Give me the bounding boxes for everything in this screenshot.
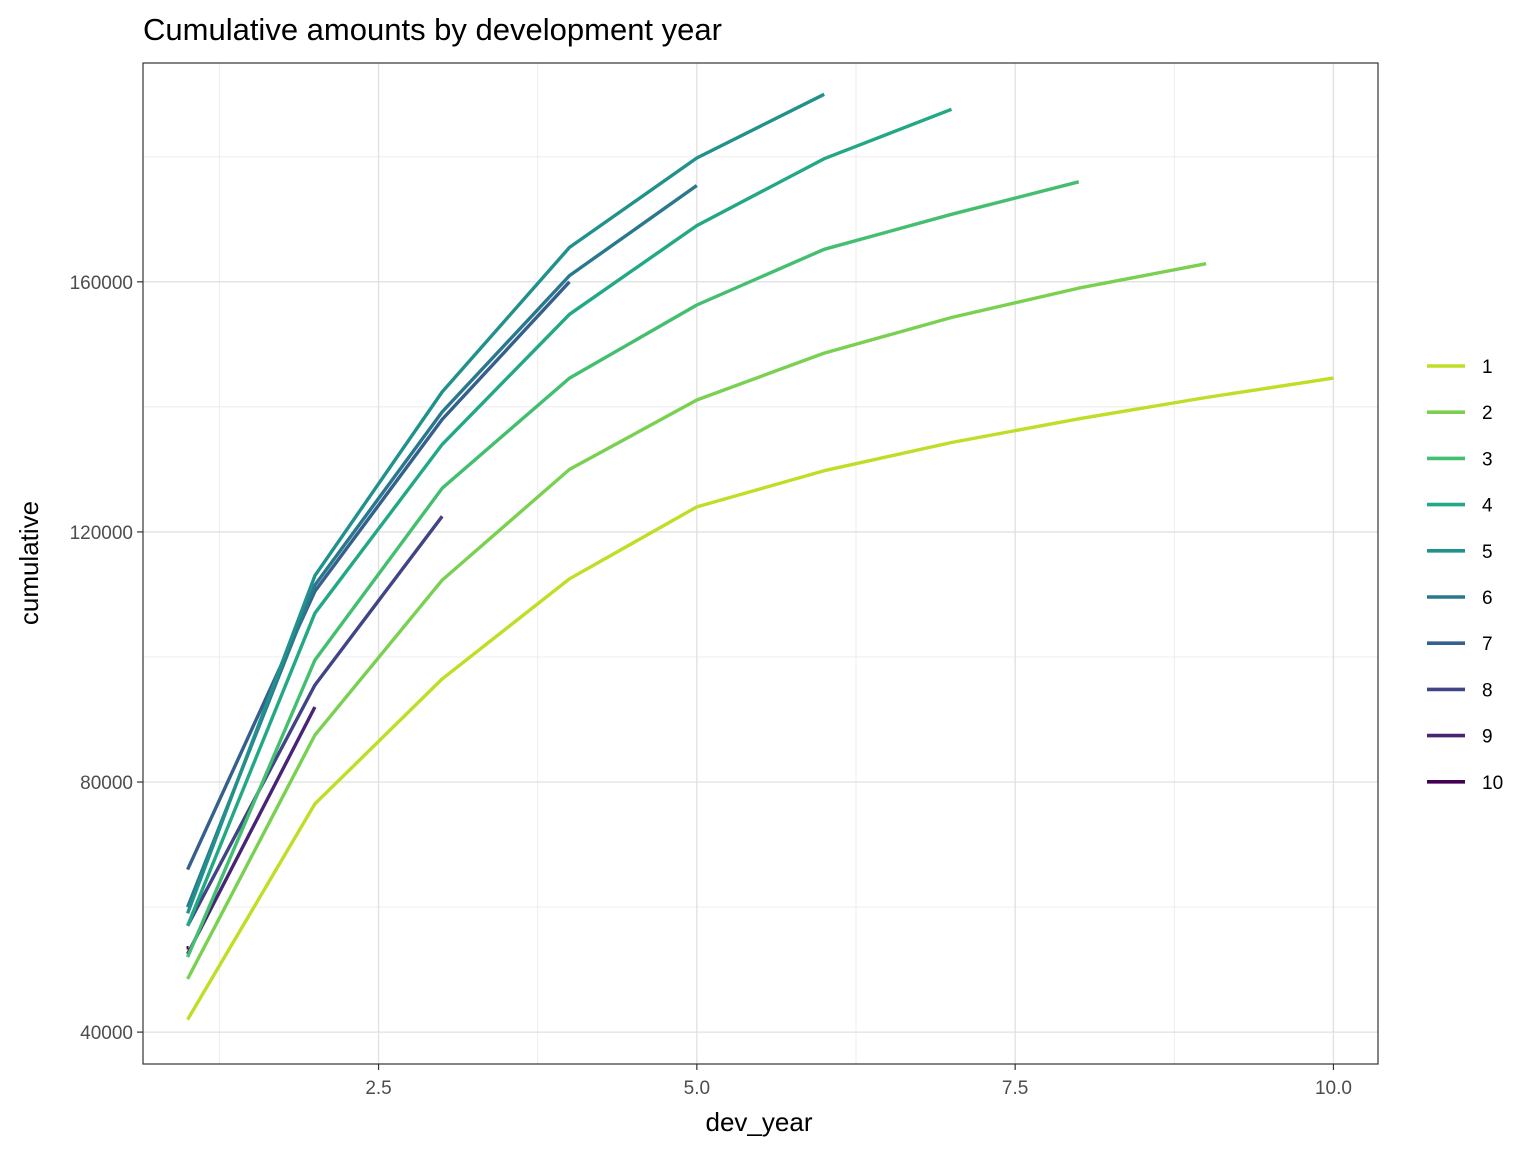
y-axis-title: cumulative: [14, 501, 44, 625]
series-line-8: [186, 515, 444, 927]
x-tick-label: 2.5: [365, 1078, 391, 1099]
legend-label-5: 5: [1482, 542, 1493, 563]
y-tick-label: 160000: [70, 273, 133, 294]
plot-panel: [143, 63, 1378, 1064]
legend-label-3: 3: [1482, 449, 1493, 470]
series-line-7: [186, 280, 571, 871]
legend-label-9: 9: [1482, 727, 1493, 748]
series-line-5: [186, 92, 825, 914]
legend-label-4: 4: [1482, 496, 1493, 517]
x-tick-label: 7.5: [1002, 1078, 1028, 1099]
x-axis-title: dev_year: [706, 1107, 813, 1137]
legend-label-1: 1: [1482, 357, 1493, 378]
y-axis: 40000 80000 120000 160000: [70, 273, 143, 1044]
y-tick-label: 80000: [80, 773, 133, 794]
y-tick-label: 40000: [80, 1023, 133, 1044]
major-gridlines: [143, 63, 1378, 1064]
series-lines: [186, 92, 1334, 1021]
legend-label-8: 8: [1482, 680, 1493, 701]
legend-label-10: 10: [1482, 773, 1503, 794]
chart-title: Cumulative amounts by development year: [143, 12, 722, 47]
series-line-4: [186, 107, 953, 927]
series-line-2: [186, 262, 1207, 980]
legend: 1 2 3 4 5 6 7 8 9 10: [1427, 357, 1503, 794]
y-tick-label: 120000: [70, 523, 133, 544]
plot-panel-border: [142, 62, 1379, 1065]
legend-label-6: 6: [1482, 588, 1493, 609]
minor-gridlines: [143, 63, 1378, 1064]
legend-label-2: 2: [1482, 403, 1493, 424]
series-line-9: [186, 706, 317, 955]
series-line-3: [186, 180, 1080, 958]
series-line-1: [186, 376, 1334, 1021]
x-tick-label: 10.0: [1315, 1078, 1352, 1099]
x-axis: 2.5 5.0 7.5 10.0: [365, 1064, 1352, 1099]
legend-label-7: 7: [1482, 634, 1493, 655]
x-tick-label: 5.0: [684, 1078, 710, 1099]
